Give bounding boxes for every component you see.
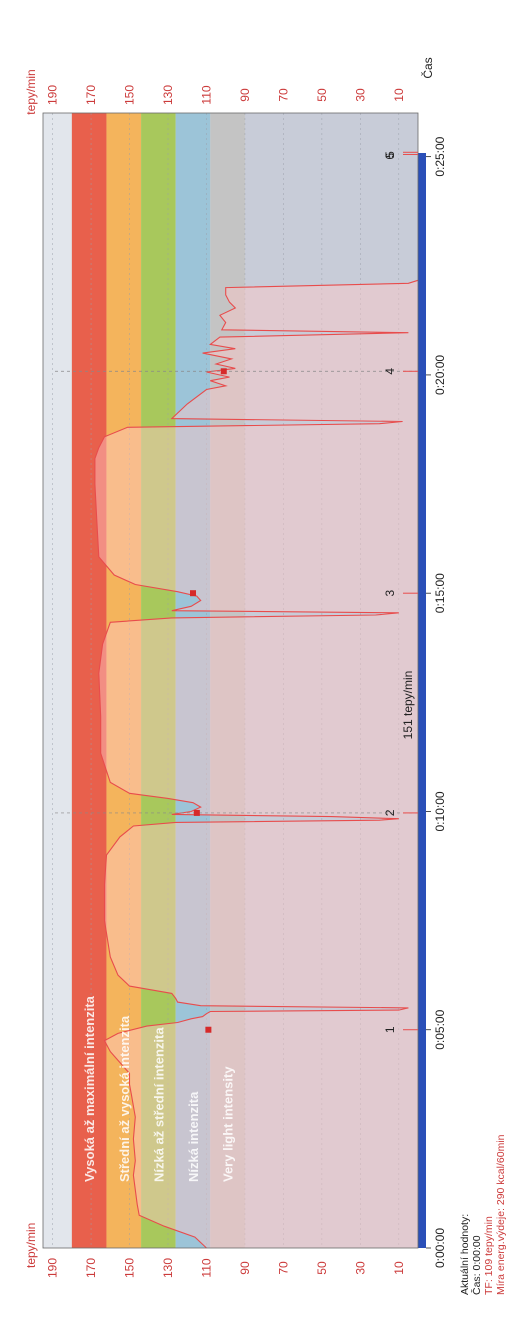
- hr-tick-top-110: 110: [199, 85, 213, 104]
- hr-tick-bottom-90: 90: [238, 1261, 252, 1275]
- hr-tick-top-10: 10: [392, 88, 406, 102]
- hr-line: [94, 279, 419, 1249]
- hr-unit-top: tepy/min: [24, 69, 38, 114]
- hr-tick-bottom-70: 70: [276, 1261, 290, 1275]
- hr-tick-bottom-190: 190: [46, 1258, 60, 1278]
- current-values-panel: Aktuální hodnoty: Čas: 0:00:00 TF: 109 t…: [459, 1134, 530, 1296]
- time-axis-bar: [418, 153, 426, 1248]
- lap-label-1: 1: [383, 1026, 397, 1033]
- hr-tick-top-30: 30: [353, 88, 367, 102]
- hr-tick-bottom-130: 130: [161, 1258, 175, 1278]
- zone-band-3: [141, 113, 176, 1248]
- current-hr-value: TF: 109 tepy/min: [483, 1216, 495, 1295]
- zone-band-1: [71, 113, 107, 1248]
- hr-area: [94, 280, 419, 1248]
- hr-tick-bottom-10: 10: [392, 1261, 406, 1275]
- zone-label-1: Vysoká až maximální intenzita: [82, 995, 97, 1182]
- zone-label-3: Nízká až střední intenzita: [151, 1027, 166, 1182]
- zone-rest: [244, 113, 418, 1248]
- lap-label-4: 4: [383, 368, 397, 375]
- current-time-value: Čas: 0:00:00: [471, 1235, 483, 1295]
- hr-tick-top-190: 190: [46, 85, 60, 105]
- time-label-600: 0:10:00: [433, 791, 447, 831]
- time-axis-title: Čas: [420, 57, 435, 78]
- time-label-1500: 0:25:00: [433, 136, 447, 176]
- time-label-0: 0:00:00: [433, 1228, 447, 1268]
- zone-label-2: Střední až vysoká intenzita: [117, 1015, 132, 1182]
- time-label-900: 0:15:00: [433, 573, 447, 613]
- lap-point-1: [205, 1026, 212, 1033]
- zone-band-2: [106, 113, 142, 1248]
- hr-tick-bottom-170: 170: [84, 1258, 98, 1278]
- time-label-300: 0:05:00: [433, 1009, 447, 1049]
- zone-band-5: [210, 113, 245, 1248]
- zone-band-4: [175, 113, 211, 1248]
- zone-label-5: Very light intensity: [221, 1066, 236, 1182]
- plot-border: [42, 112, 419, 1249]
- hr-tick-top-170: 170: [84, 85, 98, 105]
- lap-point-3: [190, 590, 196, 597]
- hr-tick-top-50: 50: [315, 88, 329, 102]
- hr-tick-top-70: 70: [276, 88, 290, 102]
- hr-tick-top-150: 150: [123, 85, 137, 105]
- lap-point-2: [193, 809, 200, 816]
- hr-tick-bottom-50: 50: [315, 1261, 329, 1275]
- hr-tick-bottom-150: 150: [123, 1258, 137, 1278]
- current-energy-value: Míra energ.výdeje: 290 kcal/60min: [495, 1134, 507, 1296]
- lap-label-2: 2: [383, 809, 397, 816]
- current-values-heading: Aktuální hodnoty:: [459, 1213, 471, 1295]
- lap-label-5: 5: [383, 151, 397, 158]
- hr-tick-bottom-30: 30: [353, 1261, 367, 1275]
- time-label-1200: 0:20:00: [433, 355, 447, 395]
- lap-label-3: 3: [383, 590, 397, 597]
- hr-annotation: 151 tepy/min: [401, 671, 415, 740]
- hr-tick-top-90: 90: [238, 88, 252, 102]
- hr-unit-bottom: tepy/min: [24, 1223, 38, 1268]
- lap-point-4: [220, 368, 227, 375]
- hr-tick-bottom-110: 110: [199, 1258, 213, 1277]
- lap-label-6: 6: [383, 153, 397, 160]
- zone-label-4: Nízká intenzita: [186, 1091, 201, 1182]
- hr-tick-top-130: 130: [161, 85, 175, 105]
